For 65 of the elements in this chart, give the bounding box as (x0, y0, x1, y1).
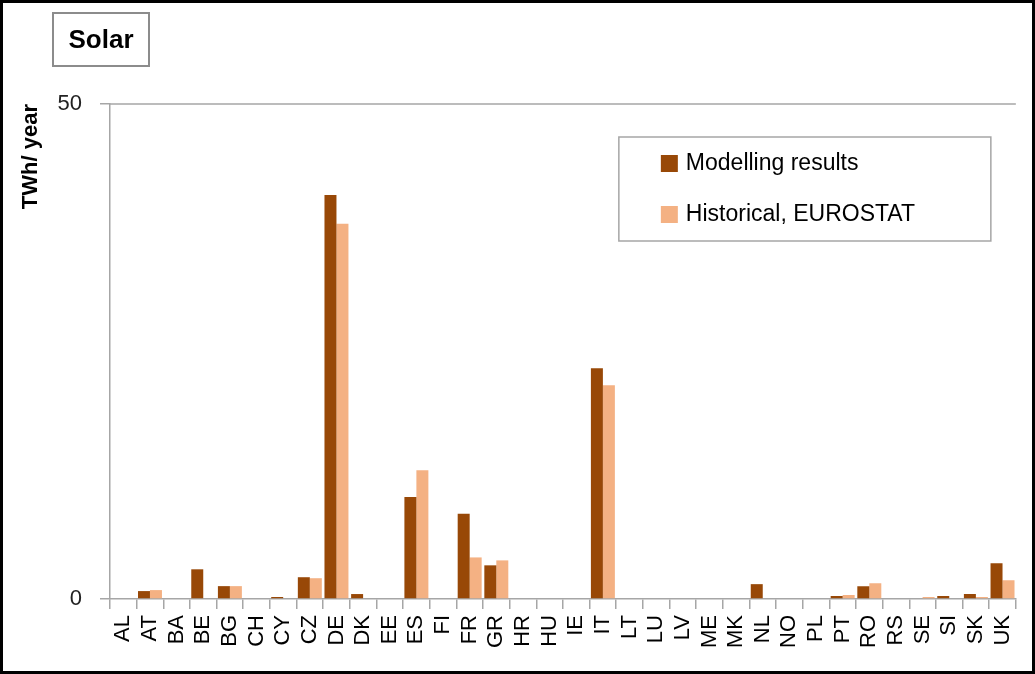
x-tick-label: IE (562, 615, 588, 636)
x-tick-label: HR (509, 615, 535, 647)
x-tick-label: LU (642, 615, 668, 644)
x-tick-label: RS (882, 615, 908, 646)
bar (416, 470, 429, 599)
bar (602, 385, 615, 599)
x-tick-label: NL (748, 615, 774, 644)
bar (457, 513, 470, 599)
x-tick-label: HU (535, 615, 561, 647)
y-axis-title: TWh/ year (17, 103, 43, 210)
bar (309, 578, 322, 599)
bar (324, 195, 337, 599)
bar (229, 586, 242, 599)
bar (842, 595, 855, 599)
x-tick-label: LV (668, 614, 694, 641)
bar (484, 565, 497, 599)
bar (137, 591, 150, 599)
x-tick-label: AT (136, 615, 162, 642)
bar (297, 577, 310, 599)
y-tick-label: 50 (57, 90, 82, 116)
x-tick-label: GR (482, 615, 508, 648)
x-tick-label: SI (935, 615, 961, 636)
bar (404, 497, 417, 599)
bar (217, 586, 230, 599)
x-tick-label: UK (988, 614, 1014, 646)
x-tick-label: BG (215, 615, 241, 647)
chart-title: Solar (52, 12, 150, 67)
x-tick-label: AL (109, 615, 135, 642)
x-tick-label: PL (802, 615, 828, 642)
bar (149, 590, 162, 599)
bar (469, 557, 482, 599)
y-tick-label: 0 (69, 585, 82, 611)
bar (496, 560, 509, 599)
x-tick-label: PT (828, 615, 854, 644)
x-tick-label: LT (615, 615, 641, 640)
bar (191, 569, 204, 599)
x-tick-label: RO (855, 615, 881, 648)
bar (336, 223, 349, 599)
x-tick-label: DE (322, 615, 348, 646)
bar (590, 368, 603, 599)
x-tick-label: SE (908, 615, 934, 645)
bar (990, 563, 1003, 599)
x-tick-label: BE (189, 615, 215, 645)
bar (857, 586, 870, 599)
x-tick-label: NO (775, 615, 801, 648)
x-tick-label: MK (722, 614, 748, 648)
bar (869, 583, 882, 599)
legend-label: Historical, EUROSTAT (685, 200, 916, 227)
bar (351, 594, 364, 599)
legend-label: Modelling results (685, 149, 859, 176)
bar (963, 594, 976, 599)
x-tick-label: FI (429, 615, 455, 635)
x-tick-label: CY (269, 614, 295, 646)
x-tick-label: FR (455, 615, 481, 645)
x-tick-label: ME (695, 615, 721, 648)
x-tick-label: BA (162, 614, 188, 645)
x-tick-label: CH (242, 615, 268, 647)
x-tick-label: CZ (295, 615, 321, 645)
bar (750, 584, 763, 599)
x-tick-label: IT (588, 615, 614, 635)
x-tick-label: DK (349, 614, 375, 646)
x-tick-label: SK (961, 614, 987, 645)
bar (1002, 580, 1015, 599)
x-tick-label: EE (375, 615, 401, 645)
x-tick-label: ES (402, 615, 428, 645)
